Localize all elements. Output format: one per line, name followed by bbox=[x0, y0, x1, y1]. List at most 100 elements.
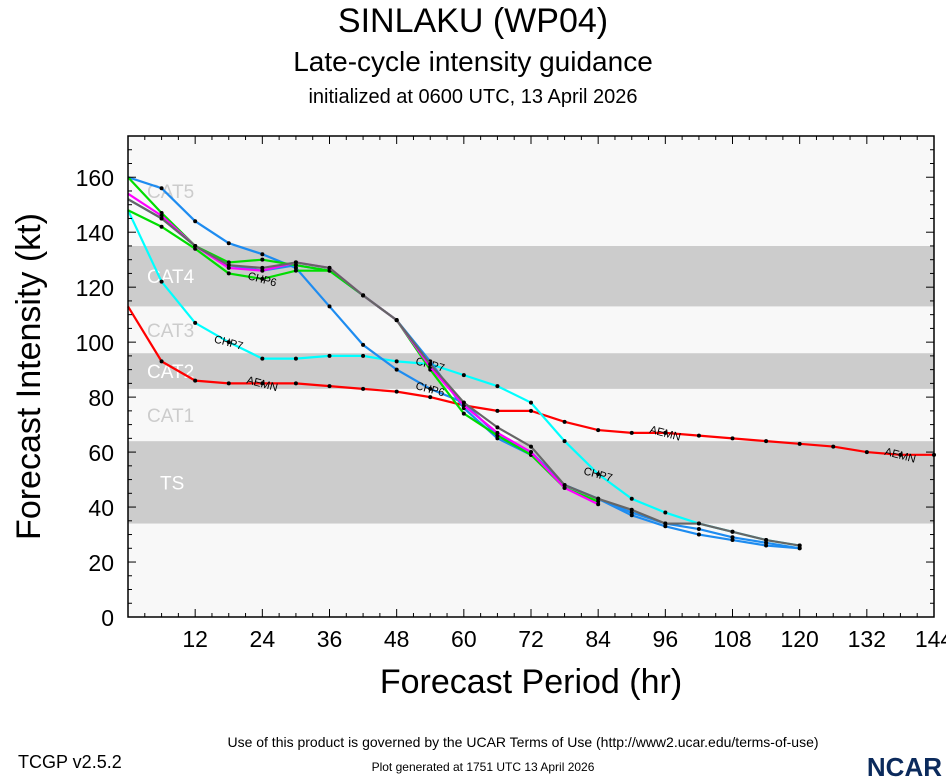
data-point bbox=[394, 318, 399, 323]
data-point bbox=[293, 263, 298, 268]
data-point bbox=[327, 384, 332, 389]
data-point bbox=[730, 436, 735, 441]
data-point bbox=[394, 389, 399, 394]
data-point bbox=[629, 496, 634, 501]
x-tick-label: 24 bbox=[250, 626, 276, 652]
data-point bbox=[159, 359, 164, 364]
chart-subtitle: Late-cycle intensity guidance bbox=[293, 46, 653, 77]
y-tick-label: 140 bbox=[76, 220, 114, 246]
data-point bbox=[629, 507, 634, 512]
data-point bbox=[696, 433, 701, 438]
band-label-ts: TS bbox=[160, 473, 184, 494]
data-point bbox=[696, 527, 701, 532]
data-point bbox=[898, 452, 903, 457]
x-axis-label: Forecast Period (hr) bbox=[380, 663, 682, 701]
data-point bbox=[193, 320, 198, 325]
x-tick-label: 96 bbox=[653, 626, 679, 652]
data-point bbox=[361, 293, 366, 298]
data-point bbox=[226, 381, 231, 386]
band-cat5 bbox=[128, 136, 934, 246]
data-point bbox=[495, 430, 500, 435]
band-label-cat2: CAT2 bbox=[147, 362, 194, 383]
data-point bbox=[260, 381, 265, 386]
data-point bbox=[159, 186, 164, 191]
y-tick-label: 60 bbox=[88, 440, 114, 466]
data-point bbox=[764, 439, 769, 444]
data-point bbox=[730, 529, 735, 534]
y-tick-label: 40 bbox=[88, 495, 114, 521]
data-point bbox=[461, 411, 466, 416]
data-point bbox=[293, 356, 298, 361]
data-point bbox=[260, 268, 265, 273]
data-point bbox=[596, 472, 601, 477]
data-point bbox=[764, 543, 769, 548]
data-point bbox=[226, 265, 231, 270]
y-tick-label: 20 bbox=[88, 550, 114, 576]
data-point bbox=[562, 439, 567, 444]
data-point bbox=[260, 356, 265, 361]
data-point bbox=[629, 513, 634, 518]
data-point bbox=[529, 450, 533, 455]
data-point bbox=[696, 521, 701, 526]
band-label-cat3: CAT3 bbox=[147, 321, 194, 342]
data-point bbox=[361, 342, 366, 347]
data-point bbox=[394, 359, 399, 364]
data-point bbox=[226, 241, 231, 246]
data-point bbox=[596, 502, 601, 507]
data-point bbox=[495, 408, 500, 413]
data-point bbox=[596, 499, 601, 504]
x-tick-label: 12 bbox=[182, 626, 208, 652]
data-point bbox=[797, 546, 802, 551]
data-point bbox=[797, 543, 802, 548]
data-point bbox=[327, 265, 332, 270]
data-point bbox=[293, 265, 298, 270]
x-tick-label: 108 bbox=[713, 626, 751, 652]
data-point bbox=[226, 271, 231, 276]
data-point bbox=[629, 510, 634, 515]
data-point bbox=[327, 304, 332, 309]
y-tick-label: 0 bbox=[101, 605, 114, 631]
band-label-cat1: CAT1 bbox=[147, 406, 194, 427]
data-point bbox=[461, 400, 466, 405]
y-tick-label: 160 bbox=[76, 165, 114, 191]
band-cat3 bbox=[128, 306, 934, 354]
data-point bbox=[428, 395, 433, 400]
y-tick-label: 100 bbox=[76, 330, 114, 356]
data-point bbox=[529, 400, 533, 405]
data-point bbox=[764, 540, 769, 545]
data-point bbox=[562, 485, 567, 490]
data-point bbox=[193, 219, 198, 224]
x-tick-label: 60 bbox=[451, 626, 477, 652]
x-tick-label: 132 bbox=[848, 626, 886, 652]
data-point bbox=[562, 483, 567, 488]
data-point bbox=[260, 252, 265, 257]
data-point bbox=[663, 524, 668, 529]
data-point bbox=[629, 430, 634, 435]
generated-time: Plot generated at 1751 UTC 13 April 2026 bbox=[371, 760, 595, 774]
data-point bbox=[361, 386, 366, 391]
band-cat1 bbox=[128, 388, 934, 442]
data-point bbox=[495, 384, 500, 389]
y-axis-label: Forecast Intensity (kt) bbox=[10, 213, 48, 540]
data-point bbox=[730, 538, 735, 543]
version-label: TCGP v2.5.2 bbox=[18, 752, 122, 772]
data-point bbox=[260, 276, 265, 281]
data-point bbox=[159, 216, 164, 221]
data-point bbox=[159, 279, 164, 284]
data-point bbox=[226, 340, 231, 345]
x-tick-label: 84 bbox=[585, 626, 611, 652]
data-point bbox=[495, 425, 500, 430]
data-point bbox=[730, 535, 735, 540]
data-point bbox=[293, 268, 298, 273]
data-point bbox=[663, 430, 668, 435]
terms-of-use: Use of this product is governed by the U… bbox=[227, 734, 819, 750]
chart-title: SINLAKU (WP04) bbox=[337, 2, 609, 40]
data-point bbox=[696, 532, 701, 537]
data-point bbox=[596, 496, 601, 501]
x-tick-label: 36 bbox=[317, 626, 343, 652]
data-point bbox=[193, 243, 198, 248]
data-point bbox=[461, 373, 466, 378]
x-tick-label: 120 bbox=[780, 626, 818, 652]
